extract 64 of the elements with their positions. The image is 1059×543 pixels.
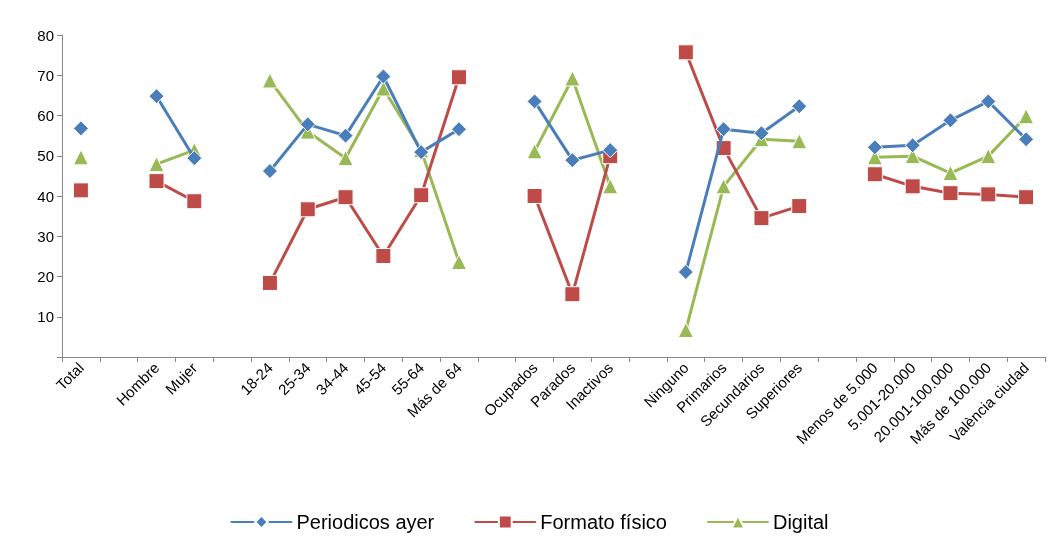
point [677,264,694,281]
point [677,322,694,339]
point [450,254,467,271]
point [753,210,770,227]
point [526,93,543,110]
point [526,143,543,160]
y-tick-label: 10 [37,308,54,326]
point [72,182,89,199]
point [450,121,467,138]
point [375,247,392,264]
point [1018,108,1035,125]
point [942,165,959,182]
point [980,148,997,165]
point [337,189,354,206]
point [299,201,316,218]
point [186,193,203,210]
point [261,72,278,89]
legend-label: Formato físico [540,511,667,533]
y-tick-label: 40 [37,187,54,205]
point [148,88,165,105]
legend-label: Digital [772,511,829,533]
point [148,173,165,190]
point [602,142,619,159]
point [904,137,921,154]
point [72,120,89,137]
y-tick-label: 60 [37,107,54,124]
point [791,133,808,150]
point [791,98,808,115]
point [942,112,959,129]
point [564,152,581,169]
point [375,68,392,85]
point [72,149,89,166]
point [564,286,581,303]
point [261,163,278,180]
point [677,44,694,61]
point [602,178,619,195]
point [450,69,467,86]
point [942,185,959,202]
point [186,150,203,167]
point [866,139,883,156]
point [791,198,808,215]
y-tick-label: 80 [37,26,54,44]
point [1018,131,1035,148]
point [715,178,732,195]
point [564,70,581,87]
point [866,166,883,183]
point [753,125,770,142]
point [715,121,732,138]
point [980,93,997,110]
point [904,178,921,195]
point [980,186,997,203]
y-tick-label: 30 [37,227,54,245]
point [1018,189,1035,206]
point [337,150,354,167]
y-tick-label: 70 [37,66,54,84]
point [299,116,316,133]
point [526,188,543,204]
point [148,156,165,173]
point [261,274,278,291]
y-tick-label: 20 [37,268,54,285]
point [413,187,430,204]
legend-label: Periodicos ayer [296,511,435,533]
y-tick-label: 50 [37,147,54,165]
point [337,127,354,144]
